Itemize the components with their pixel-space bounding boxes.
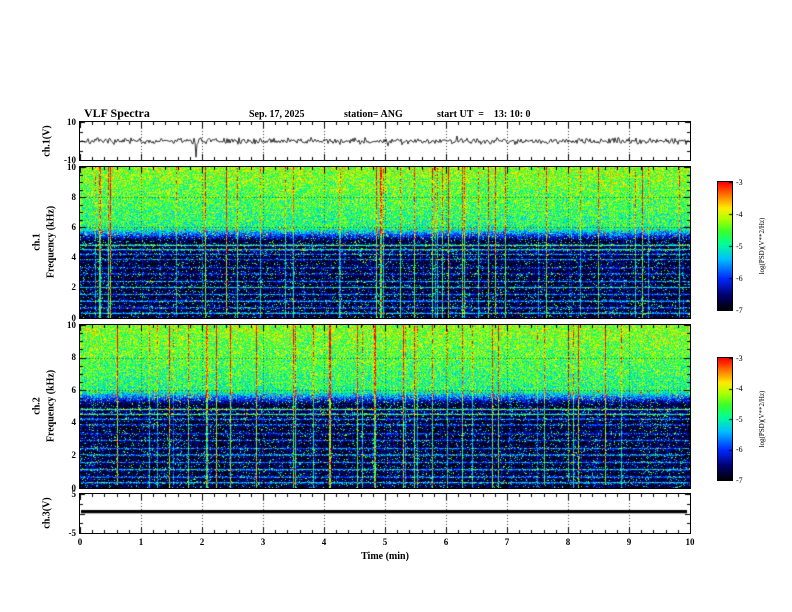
colorbar-1-canvas bbox=[718, 182, 732, 310]
spec2-ytick: 4 bbox=[71, 417, 77, 428]
colorbar-tick: -4 bbox=[736, 209, 743, 219]
header-start-ut: start UT = 13: 10: 0 bbox=[437, 109, 531, 120]
ch1-wave-ytick: 10 bbox=[67, 116, 76, 127]
ch1-waveform-panel bbox=[79, 121, 691, 161]
ch3-ytick: -5 bbox=[68, 527, 77, 538]
spec1-channel-label: ch.1 bbox=[31, 233, 43, 251]
colorbar-tick: -5 bbox=[736, 414, 743, 424]
ch1-spectrogram-panel bbox=[79, 166, 691, 319]
spec2-ytick: 10 bbox=[67, 319, 76, 330]
colorbar-tick: -7 bbox=[736, 305, 743, 315]
x-tick-5: 5 bbox=[382, 537, 388, 547]
x-tick-8: 8 bbox=[565, 537, 571, 547]
colorbar-tick: -5 bbox=[736, 241, 743, 251]
figure-title: VLF Spectra bbox=[84, 106, 150, 120]
header-date: Sep. 17, 2025 bbox=[249, 109, 305, 120]
x-axis-label: Time (min) bbox=[361, 551, 409, 562]
spec1-ytick: 8 bbox=[71, 191, 77, 202]
colorbar-tick: -6 bbox=[736, 445, 743, 454]
spec1-ytick: 0 bbox=[71, 312, 77, 323]
x-tick-2: 2 bbox=[199, 537, 205, 547]
colorbar-2 bbox=[717, 357, 733, 481]
colorbar-tick: -7 bbox=[736, 475, 743, 485]
spec2-ytick: 6 bbox=[71, 384, 77, 395]
x-tick-7: 7 bbox=[504, 537, 510, 547]
spec1-ytick: 2 bbox=[71, 282, 77, 293]
ch2-spectrogram-canvas bbox=[80, 325, 690, 488]
spec1-ytick: 4 bbox=[71, 252, 77, 263]
colorbar-tick: -6 bbox=[736, 273, 743, 283]
spec2-ytick: 0 bbox=[71, 482, 77, 493]
x-tick-9: 9 bbox=[626, 537, 632, 547]
colorbar-1 bbox=[717, 181, 733, 311]
colorbar-tick: -4 bbox=[736, 384, 743, 393]
ch1-wave-ylabel: ch.1(V) bbox=[41, 125, 53, 157]
ch1-wave-ytick: -10 bbox=[64, 154, 76, 165]
spec1-ytick: 6 bbox=[71, 221, 77, 232]
ch3-waveform-canvas bbox=[80, 494, 690, 533]
ch1-spectrogram-canvas bbox=[80, 167, 690, 318]
x-tick-10: 10 bbox=[685, 537, 695, 547]
x-tick-3: 3 bbox=[260, 537, 266, 547]
spec1-frequency-label: Frequency (kHz) bbox=[45, 205, 57, 279]
x-tick-4: 4 bbox=[321, 537, 327, 547]
colorbar-2-label: log(PSD)(V**2/Hz) bbox=[758, 390, 766, 448]
x-tick-1: 1 bbox=[138, 537, 144, 547]
colorbar-tick: -3 bbox=[736, 177, 743, 187]
x-tick-6: 6 bbox=[443, 537, 449, 547]
colorbar-2-canvas bbox=[718, 358, 732, 480]
colorbar-tick: -3 bbox=[736, 353, 743, 363]
ch1-waveform-canvas bbox=[80, 122, 690, 160]
spec2-ytick: 8 bbox=[71, 352, 77, 363]
ch3-ylabel: ch.3(V) bbox=[41, 497, 53, 529]
spec1-ytick: 10 bbox=[67, 161, 76, 172]
x-tick-0: 0 bbox=[77, 537, 83, 547]
spec2-frequency-label: Frequency (kHz) bbox=[45, 369, 57, 443]
header-station: station= ANG bbox=[344, 109, 403, 120]
ch2-spectrogram-panel bbox=[79, 324, 691, 489]
ch3-waveform-panel bbox=[79, 493, 691, 534]
ch3-ytick: 5 bbox=[71, 488, 77, 499]
colorbar-1-label: log(PSD)(V**2/Hz) bbox=[758, 217, 766, 275]
spec2-channel-label: ch.2 bbox=[31, 397, 43, 415]
spec2-ytick: 2 bbox=[71, 449, 77, 460]
